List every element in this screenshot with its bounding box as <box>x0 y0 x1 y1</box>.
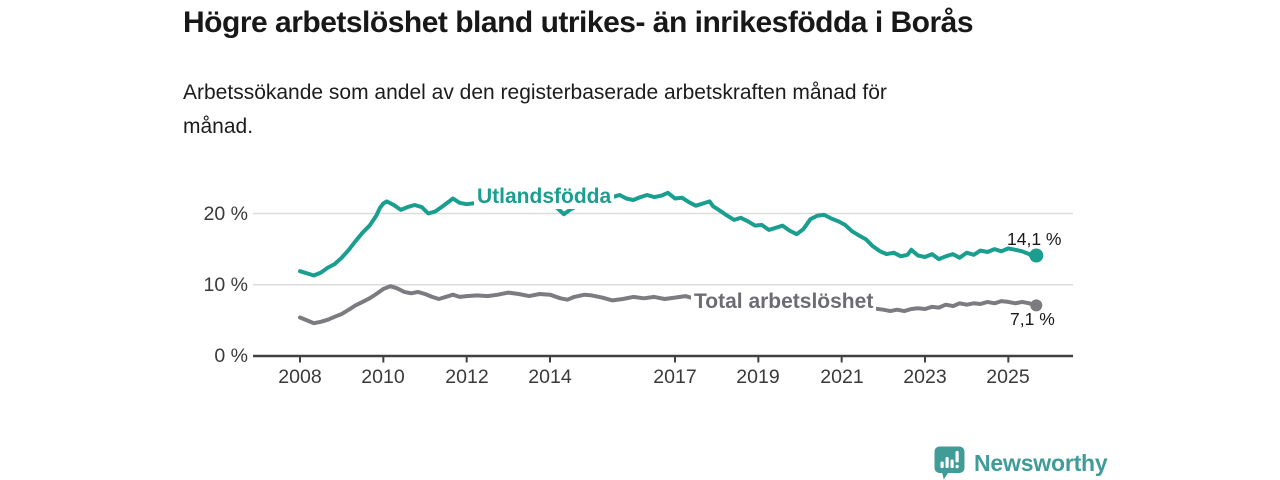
subtitle-line-2: månad. <box>183 115 254 138</box>
chart-subtitle: Arbetssökande som andel av den registerb… <box>183 76 1083 144</box>
subtitle-line-1: Arbetssökande som andel av den registerb… <box>183 81 887 104</box>
newsworthy-logo-text: Newsworthy <box>974 449 1108 476</box>
newsworthy-logo-icon <box>934 446 965 480</box>
page-title: Högre arbetslöshet bland utrikes- än inr… <box>183 6 974 39</box>
newsworthy-logo-link[interactable]: Newsworthy <box>934 446 1108 480</box>
